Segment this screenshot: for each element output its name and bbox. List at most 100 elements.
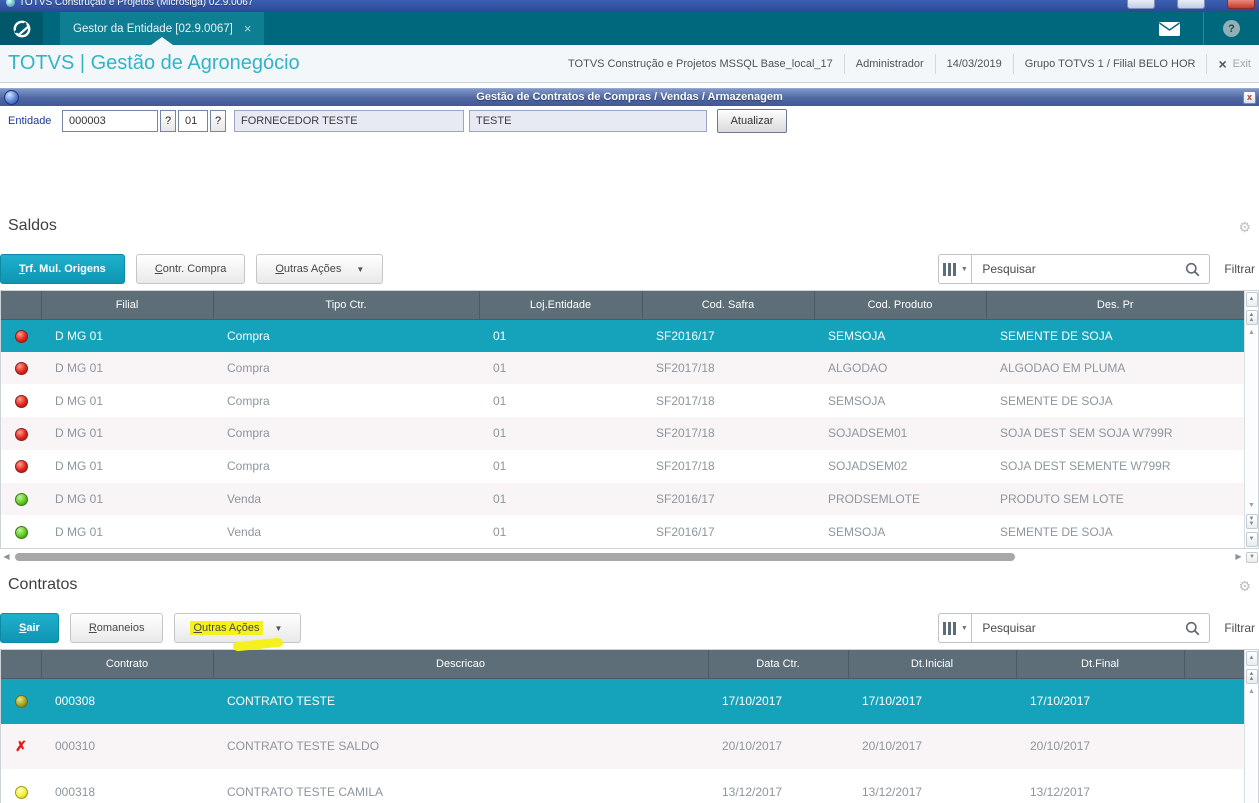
help-icon[interactable]: ? (1223, 20, 1240, 37)
entity-label: Entidade (8, 115, 52, 127)
saldos-search (972, 254, 1211, 284)
table-row[interactable]: D MG 01 Compra 01 SF2017/18 ALGODAO ALGO… (1, 351, 1244, 385)
col-des-produto: Des. Pr (986, 291, 1244, 320)
app-icon (6, 0, 15, 7)
dialog-icon (4, 90, 19, 105)
column-selector-button[interactable]: ▼ (938, 613, 973, 643)
col-extra (1184, 650, 1244, 679)
scroll-page-up-button[interactable]: ▲ ▲ (1245, 310, 1258, 325)
dialog-titlebar: Gestão de Contratos de Compras / Vendas … (0, 88, 1259, 106)
scroll-page-up-button[interactable]: ▲ ▲ (1245, 669, 1258, 684)
contr-compra-button[interactable]: Contr. Compra (135, 254, 246, 284)
saldos-outras-acoes-button[interactable]: Outras Ações ▼ (256, 254, 384, 284)
exit-icon[interactable]: × (1218, 55, 1227, 72)
table-row[interactable]: D MG 01 Compra 01 SF2017/18 SOJADSEM02 S… (1, 450, 1244, 483)
scroll-up-icon: ▲ (1248, 329, 1255, 336)
table-row[interactable]: D MG 01 Compra 01 SF2017/18 SOJADSEM01 S… (1, 417, 1244, 450)
hscroll-track (13, 551, 1232, 563)
contratos-grid: Contrato Descricao Data Ctr. Dt.Inicial … (0, 649, 1259, 803)
col-cod-produto: Cod. Produto (814, 291, 987, 320)
store-code-input[interactable] (178, 110, 208, 132)
header-separator (1012, 53, 1014, 74)
contratos-filter-link[interactable]: Filtrar (1224, 621, 1255, 635)
col-status (1, 650, 42, 679)
status-icon (14, 493, 28, 507)
entity-lookup-button[interactable]: ? (160, 110, 176, 132)
entity-name-field (234, 110, 464, 132)
saldos-toolbar: Trf. Mul. Origens Contr. Compra Outras A… (0, 254, 1259, 284)
header-separator (1206, 53, 1208, 74)
contratos-outras-acoes-button[interactable]: Outras Ações ▼ (174, 613, 302, 652)
app-title: TOTVS | Gestão de Agronegócio (8, 52, 300, 74)
dialog-title: Gestão de Contratos de Compras / Vendas … (476, 91, 783, 103)
trf-mul-origens-button[interactable]: Trf. Mul. Origens (0, 254, 125, 284)
sair-button[interactable]: Sair (0, 613, 59, 643)
column-selector-button[interactable]: ▼ (938, 254, 973, 284)
mail-icon[interactable] (1136, 12, 1203, 45)
totvs-logo (0, 12, 43, 45)
user-name: Administrador (855, 57, 924, 70)
col-tipo-ctr: Tipo Ctr. (213, 291, 480, 320)
saldos-search-input[interactable] (972, 255, 1210, 283)
entity-shortname-field (469, 110, 707, 132)
scroll-page-down-button[interactable]: ▼ ▼ (1245, 514, 1258, 529)
scroll-up-icon: ▲ (1248, 688, 1255, 695)
saldos-filter-link[interactable]: Filtrar (1224, 262, 1255, 276)
table-row[interactable]: 000308 CONTRATO TESTE 17/10/2017 17/10/2… (1, 678, 1244, 724)
table-row[interactable]: 000310 CONTRATO TESTE SALDO 20/10/2017 2… (1, 723, 1244, 770)
columns-icon (942, 262, 946, 276)
header-separator (934, 53, 936, 74)
table-row[interactable]: D MG 01 Venda 01 SF2016/17 PRODSEMLOTE P… (1, 482, 1244, 516)
scroll-down-button[interactable]: ▼ (1246, 551, 1258, 563)
status-icon (14, 786, 28, 800)
settings-gear-icon[interactable]: ⚙ (1238, 578, 1251, 594)
tab-label: Gestor da Entidade [02.9.0067] (73, 22, 233, 35)
saldos-section-header: Saldos ⚙ (0, 217, 1259, 241)
window-title: TOTVS Construção e Projetos (Microsiga) … (19, 0, 254, 8)
window-titlebar: TOTVS Construção e Projetos (Microsiga) … (0, 0, 1259, 12)
header-separator (843, 53, 845, 74)
col-contrato: Contrato (41, 650, 214, 679)
store-lookup-button[interactable]: ? (210, 110, 226, 132)
col-dt-inicial: Dt.Inicial (848, 650, 1017, 679)
refresh-button[interactable]: Atualizar (717, 109, 787, 133)
scroll-down-button[interactable]: ▼ (1245, 532, 1258, 547)
chevron-down-icon: ▼ (960, 265, 968, 273)
status-icon (14, 460, 28, 474)
scroll-down-icon: ▼ (1248, 502, 1255, 509)
hscroll-thumb[interactable] (15, 553, 1015, 561)
table-row[interactable]: 000318 CONTRATO TESTE CAMILA 13/12/2017 … (1, 769, 1244, 803)
contratos-toolbar: Sair Romaneios Outras Ações ▼ ▼ (0, 613, 1259, 652)
table-row[interactable]: D MG 01 Compra 01 SF2017/18 SEMSOJA SEME… (1, 384, 1244, 417)
scroll-up-button[interactable]: ▲ (1245, 651, 1258, 666)
table-row[interactable]: D MG 01 Venda 01 SF2016/17 SEMSOJA SEMEN… (1, 515, 1244, 548)
tab-close-icon[interactable]: × (243, 21, 252, 36)
settings-gear-icon[interactable]: ⚙ (1238, 219, 1251, 235)
close-button[interactable] (1227, 0, 1255, 9)
contratos-vertical-scrollbar: ▲ ▲ ▲ ▲ (1244, 650, 1258, 803)
col-data-ctr: Data Ctr. (708, 650, 849, 679)
minimize-button[interactable] (1127, 0, 1155, 9)
status-icon (14, 695, 28, 709)
chevron-down-icon: ▼ (960, 624, 968, 632)
saldos-header-row: Filial Tipo Ctr. Loj.Entidade Cod. Safra… (1, 291, 1244, 320)
app-header: TOTVS | Gestão de Agronegócio TOTVS Cons… (0, 45, 1259, 83)
col-cod-safra: Cod. Safra (642, 291, 815, 320)
tab-gestor-entidade[interactable]: Gestor da Entidade [02.9.0067] × (60, 12, 265, 45)
table-row[interactable]: D MG 01 Compra 01 SF2016/17 SEMSOJA SEME… (1, 319, 1244, 352)
dialog-close-button[interactable]: x (1243, 91, 1256, 104)
col-filial: Filial (41, 291, 214, 320)
scroll-up-button[interactable]: ▲ (1245, 292, 1258, 307)
entity-form: Entidade ? ? Atualizar (0, 106, 1259, 136)
scroll-left-button[interactable]: ◀ (3, 552, 10, 561)
romaneios-button[interactable]: Romaneios (69, 613, 164, 643)
scroll-right-button[interactable]: ▶ (1235, 552, 1242, 561)
exit-button[interactable]: Exit (1232, 57, 1251, 70)
environment-info: TOTVS Construção e Projetos MSSQL Base_l… (568, 57, 833, 70)
contratos-search-input[interactable] (972, 614, 1210, 642)
entity-code-input[interactable] (62, 110, 158, 132)
status-icon (14, 427, 28, 441)
group-branch: Grupo TOTVS 1 / Filial BELO HOR (1024, 57, 1196, 70)
maximize-button[interactable] (1177, 0, 1205, 9)
status-icon (14, 525, 28, 539)
